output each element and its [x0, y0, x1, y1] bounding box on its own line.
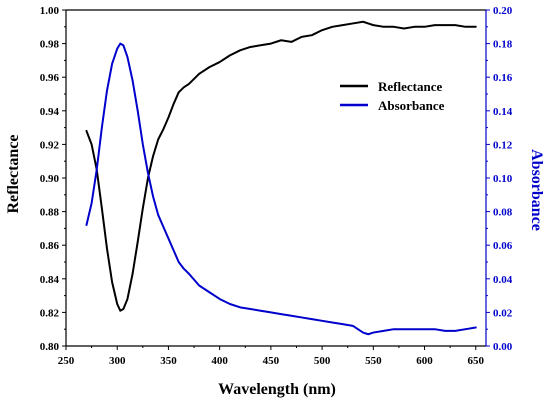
y-left-tick-label: 0.98 [40, 39, 60, 51]
y-left-tick-label: 0.80 [40, 341, 60, 353]
x-axis-title: Wavelength (nm) [218, 381, 336, 398]
y-left-tick-label: 0.82 [40, 307, 60, 319]
right-y-axis: 0.00 0.02 0.04 0.06 0.08 0.10 0.12 0.14 0.16 0.18… [486, 5, 513, 353]
y-right-tick-label: 0.14 [493, 106, 513, 118]
y-left-tick-label: 0.92 [40, 139, 60, 151]
y-right-tick-label: 0.02 [493, 307, 513, 319]
right-y-axis-title: Absorbance [528, 149, 545, 231]
y-left-tick-label: 1.00 [40, 5, 60, 17]
series-line-absorbance [85, 42, 477, 336]
y-right-tick-label: 0.08 [493, 207, 513, 219]
legend: Reflectance Absorbance [340, 79, 445, 113]
y-left-tick-label: 0.96 [40, 72, 60, 84]
x-tick-label: 550 [365, 355, 382, 367]
x-tick-label: 500 [314, 355, 331, 367]
y-right-tick-label: 0.06 [493, 240, 513, 252]
x-tick-label: 250 [58, 355, 75, 367]
y-left-tick-label: 0.86 [40, 240, 60, 252]
x-axis: 250 300 350 400 450 500 550 600 650 [58, 346, 485, 367]
y-left-tick-label: 0.90 [40, 173, 60, 185]
y-right-tick-label: 0.20 [493, 5, 513, 17]
y-right-tick-label: 0.12 [493, 139, 513, 151]
y-right-tick-label: 0.18 [493, 39, 513, 51]
x-tick-label: 600 [416, 355, 433, 367]
x-tick-label: 300 [109, 355, 126, 367]
left-y-axis: 0.80 0.82 0.84 0.86 0.88 0.90 0.92 0.94 0.96 0.98… [40, 5, 66, 353]
y-right-tick-label: 0.00 [493, 341, 513, 353]
x-tick-label: 400 [211, 355, 228, 367]
legend-label-absorbance: Absorbance [378, 98, 445, 113]
y-left-tick-label: 0.84 [40, 274, 60, 286]
y-left-tick-label: 0.88 [40, 207, 60, 219]
y-left-tick-label: 0.94 [40, 106, 60, 118]
x-tick-label: 450 [263, 355, 280, 367]
x-tick-label: 350 [160, 355, 177, 367]
series-line-reflectance [85, 20, 477, 312]
x-tick-label: 650 [468, 355, 485, 367]
y-right-tick-label: 0.16 [493, 72, 513, 84]
left-y-axis-title: Reflectance [5, 134, 22, 213]
legend-label-reflectance: Reflectance [378, 79, 442, 94]
y-right-tick-label: 0.10 [493, 173, 513, 185]
series-layer [85, 20, 477, 336]
y-right-tick-label: 0.04 [493, 274, 513, 286]
